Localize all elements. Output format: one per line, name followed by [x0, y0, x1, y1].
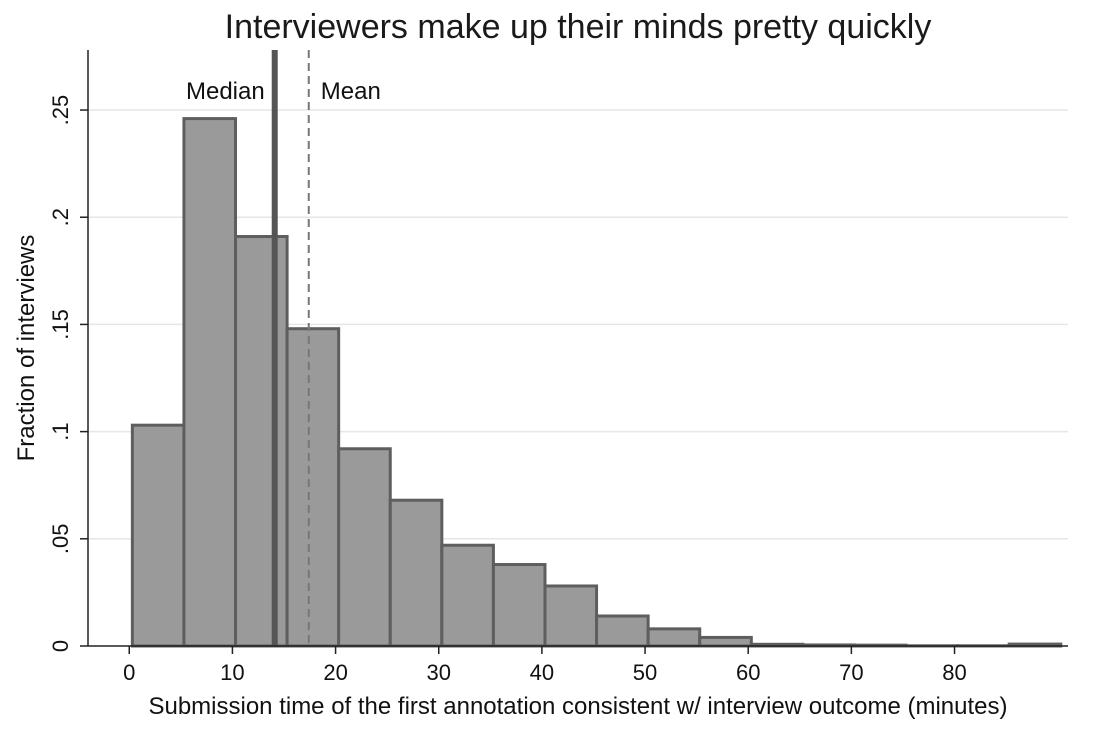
- histogram-bar: [698, 635, 753, 648]
- histogram-bar: [182, 117, 238, 648]
- x-ticks: 0 10 20 30 40 50 60 70 80: [123, 646, 967, 685]
- x-tick-label: 80: [942, 660, 966, 685]
- y-tick-label: .25: [48, 95, 73, 126]
- x-axis-label: Submission time of the first annotation …: [148, 693, 1007, 720]
- y-axis-label: Fraction of interviews: [13, 235, 40, 462]
- y-tick-label: .1: [48, 422, 73, 440]
- x-tick-label: 20: [323, 660, 347, 685]
- x-tick-label: 60: [736, 660, 760, 685]
- histogram-bar: [285, 327, 341, 648]
- y-tick-label: 0: [48, 640, 73, 652]
- y-tick-label: .15: [48, 309, 73, 340]
- mean-label: Mean: [321, 78, 381, 105]
- bars: [130, 117, 1063, 648]
- x-tick-label: 50: [633, 660, 657, 685]
- histogram-bar: [440, 543, 495, 648]
- histogram-bar: [543, 584, 599, 648]
- histogram-bar: [491, 563, 547, 648]
- y-ticks: 0 .05 .1 .15 .2 .25: [48, 95, 88, 652]
- x-tick-label: 10: [220, 660, 244, 685]
- chart-title: Interviewers make up their minds pretty …: [225, 8, 932, 46]
- histogram-bar: [234, 235, 289, 648]
- histogram-bar: [337, 447, 392, 648]
- median-label: Median: [186, 78, 265, 105]
- histogram-bar: [388, 498, 444, 648]
- y-tick-label: .2: [48, 208, 73, 226]
- histogram-bar: [646, 627, 702, 648]
- x-tick-label: 30: [426, 660, 450, 685]
- reference-lines: Median Mean: [186, 50, 381, 646]
- y-tick-label: .05: [48, 524, 73, 555]
- x-tick-label: 0: [123, 660, 135, 685]
- histogram-bar: [595, 614, 650, 648]
- x-tick-label: 40: [530, 660, 554, 685]
- x-tick-label: 70: [839, 660, 863, 685]
- histogram-bar: [130, 423, 186, 648]
